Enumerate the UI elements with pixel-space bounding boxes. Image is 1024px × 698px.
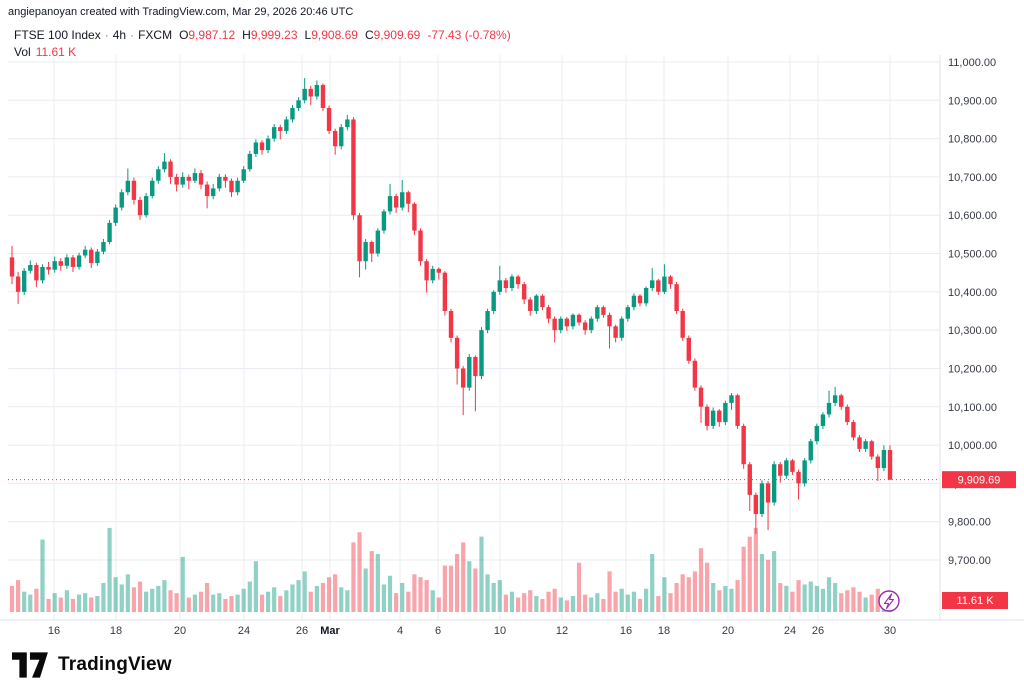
- exchange-label[interactable]: FXCM: [138, 28, 173, 42]
- svg-text:4: 4: [397, 625, 403, 637]
- svg-text:6: 6: [435, 625, 441, 637]
- close-value: 9,909.69: [373, 28, 421, 42]
- svg-text:20: 20: [722, 625, 734, 637]
- svg-text:16: 16: [48, 625, 60, 637]
- svg-text:Mar: Mar: [320, 625, 340, 637]
- svg-text:18: 18: [658, 625, 670, 637]
- svg-text:16: 16: [620, 625, 632, 637]
- svg-text:10,500.00: 10,500.00: [948, 249, 997, 261]
- interval-label[interactable]: 4h: [112, 28, 127, 42]
- svg-text:9,909.69: 9,909.69: [958, 475, 1001, 487]
- candles: [9, 78, 893, 534]
- svg-text:26: 26: [812, 625, 824, 637]
- change-value: -77.43 (-0.78%): [427, 28, 511, 42]
- svg-text:10,000.00: 10,000.00: [948, 440, 997, 452]
- tradingview-logo-text: TradingView: [58, 654, 172, 675]
- lightning-bolt-icon: [883, 593, 895, 610]
- volume-bars: [9, 527, 893, 612]
- time-axis-labels[interactable]: 16 18 20 24 26 Mar 4 6 10 12 16 18 20 24 26 30: [48, 625, 896, 637]
- volume-legend: Vol 11.61 K: [14, 45, 76, 59]
- symbol-name[interactable]: FTSE 100 Index: [14, 28, 101, 42]
- volume-value: 11.61 K: [35, 45, 77, 59]
- svg-text:10,800.00: 10,800.00: [948, 134, 997, 146]
- svg-text:11,000.00: 11,000.00: [948, 57, 996, 69]
- high-value: 9,999.23: [250, 28, 298, 42]
- open-value: 9,987.12: [188, 28, 236, 42]
- open-label: O: [179, 28, 189, 42]
- svg-text:20: 20: [174, 625, 186, 637]
- svg-text:12: 12: [556, 625, 568, 637]
- svg-text:9,700.00: 9,700.00: [948, 555, 991, 567]
- legend-separator: ·: [130, 28, 135, 42]
- tradingview-logo[interactable]: TradingView: [12, 652, 172, 678]
- volume-label: Vol: [14, 45, 31, 59]
- price-axis-labels[interactable]: 11,000.00 10,900.00 10,800.00 10,700.00 10,6…: [948, 57, 997, 567]
- time-gridlines: [53, 55, 891, 620]
- svg-text:10,900.00: 10,900.00: [948, 95, 997, 107]
- svg-text:10,700.00: 10,700.00: [948, 172, 997, 184]
- svg-text:10,400.00: 10,400.00: [948, 287, 997, 299]
- svg-text:9,800.00: 9,800.00: [948, 517, 991, 529]
- svg-text:10,600.00: 10,600.00: [948, 210, 997, 222]
- close-label: C: [364, 28, 374, 42]
- svg-text:26: 26: [296, 625, 308, 637]
- svg-text:18: 18: [110, 625, 122, 637]
- chart-legend: FTSE 100 Index · 4h · FXCM O9,987.12 H9,999.23…: [14, 28, 511, 42]
- last-price-badge: 9,909.69: [942, 471, 1016, 489]
- svg-text:10: 10: [494, 625, 506, 637]
- svg-text:10,100.00: 10,100.00: [948, 402, 997, 414]
- svg-text:10,300.00: 10,300.00: [948, 325, 997, 337]
- attribution-text: angiepanoyan created with TradingView.co…: [8, 6, 354, 18]
- svg-text:30: 30: [884, 625, 896, 637]
- low-value: 9,908.69: [311, 28, 358, 42]
- svg-text:24: 24: [238, 625, 250, 637]
- boost-button[interactable]: [878, 590, 900, 612]
- high-label: H: [242, 28, 251, 42]
- price-gridlines: [8, 61, 940, 561]
- svg-text:11.61 K: 11.61 K: [956, 595, 994, 607]
- volume-badge: 11.61 K: [942, 592, 1008, 609]
- legend-separator: ·: [104, 28, 109, 42]
- tradingview-logo-icon: [12, 652, 48, 678]
- svg-text:10,200.00: 10,200.00: [948, 363, 997, 375]
- low-label: L: [304, 28, 312, 42]
- svg-text:24: 24: [784, 625, 796, 637]
